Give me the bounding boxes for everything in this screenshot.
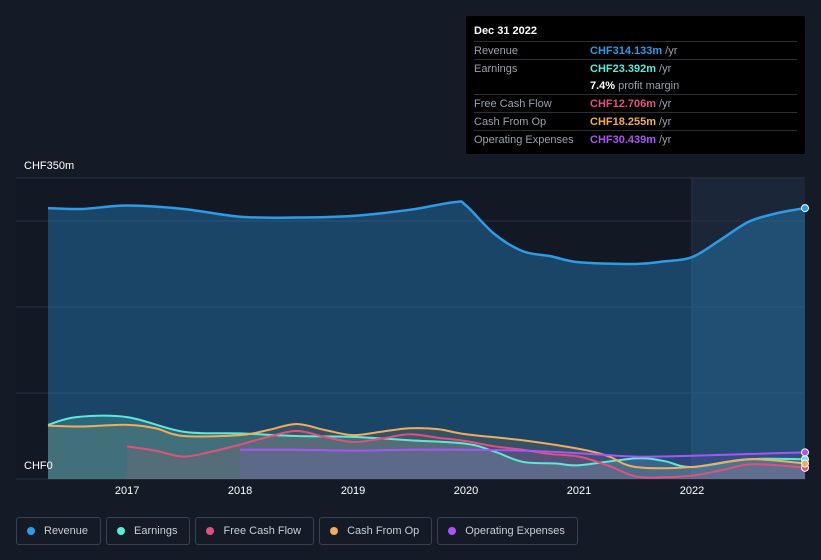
legend-dot-icon — [330, 527, 339, 535]
legend-label: Operating Expenses — [465, 525, 565, 537]
tooltip-unit: /yr — [659, 62, 672, 75]
legend-item-cash-from-op[interactable]: Cash From Op — [319, 517, 433, 545]
revenue-line — [47, 200, 806, 266]
earnings-line — [47, 414, 806, 468]
operating-expenses-end-point — [801, 448, 809, 457]
legend-item-operating-expenses[interactable]: Operating Expenses — [437, 517, 578, 545]
tooltip-label: Earnings — [474, 62, 518, 75]
revenue-area — [48, 201, 805, 480]
tooltip-row-free-cash-flow: Free Cash Flow CHF12.706m /yr — [474, 94, 797, 112]
y-axis-bottom-label: CHF0 — [24, 460, 53, 472]
legend-item-free-cash-flow[interactable]: Free Cash Flow — [195, 517, 315, 545]
tooltip-unit: /yr — [665, 44, 678, 57]
tooltip-value: CHF314.133m — [590, 44, 663, 57]
x-tick-label: 2017 — [115, 485, 139, 497]
tooltip-label: Free Cash Flow — [474, 97, 552, 110]
hover-tooltip: Dec 31 2022 Revenue CHF314.133m /yr Earn… — [466, 16, 805, 154]
tooltip-row-earnings: Earnings CHF23.392m /yr — [474, 59, 797, 77]
x-tick-label: 2021 — [567, 485, 591, 497]
operating-expenses-line — [240, 448, 806, 458]
tooltip-row-revenue: Revenue CHF314.133m /yr — [474, 41, 797, 59]
x-tick-label: 2022 — [680, 485, 704, 497]
tooltip-unit: /yr — [659, 115, 672, 128]
tooltip-row-cash-from-op: Cash From Op CHF18.255m /yr — [474, 112, 797, 130]
tooltip-label: Operating Expenses — [474, 133, 574, 146]
free-cash-flow-line — [126, 429, 806, 479]
tooltip-unit: /yr — [659, 97, 672, 110]
tooltip-value: CHF23.392m — [590, 62, 657, 75]
tooltip-value: CHF18.255m — [590, 115, 657, 128]
legend-dot-icon — [448, 527, 457, 535]
legend-label: Cash From Op — [347, 525, 420, 537]
highlight-region — [692, 178, 805, 479]
free-cash-flow-area — [127, 430, 806, 479]
cash-from-op-line — [47, 422, 806, 470]
chart-legend: Revenue Earnings Free Cash Flow Cash Fro… — [16, 517, 578, 545]
legend-dot-icon — [206, 527, 215, 535]
legend-label: Revenue — [44, 525, 89, 537]
cash-from-op-end-point — [801, 459, 809, 468]
tooltip-unit: profit margin — [618, 79, 680, 92]
legend-dot-icon — [27, 527, 35, 535]
tooltip-unit: /yr — [659, 133, 672, 146]
tooltip-value: CHF30.439m — [590, 133, 657, 146]
tooltip-date: Dec 31 2022 — [474, 25, 537, 37]
y-axis-top-label: CHF350m — [24, 160, 75, 172]
legend-item-earnings[interactable]: Earnings — [106, 517, 191, 545]
tooltip-value: 7.4% — [590, 79, 616, 92]
legend-item-revenue[interactable]: Revenue — [16, 517, 102, 545]
legend-dot-icon — [117, 527, 126, 535]
tooltip-row-profit-margin: 7.4% profit margin — [474, 77, 797, 94]
x-tick-label: 2018 — [228, 485, 252, 497]
x-tick-label: 2020 — [454, 485, 478, 497]
tooltip-value: CHF12.706m — [590, 97, 657, 110]
legend-label: Earnings — [134, 525, 178, 537]
cash-from-op-area — [48, 423, 805, 479]
x-tick-label: 2019 — [341, 485, 365, 497]
legend-label: Free Cash Flow — [223, 525, 302, 537]
tooltip-row-operating-expenses: Operating Expenses CHF30.439m /yr — [474, 130, 797, 148]
tooltip-label: Revenue — [474, 44, 519, 57]
tooltip-label: Cash From Op — [474, 115, 547, 128]
revenue-end-point — [801, 204, 809, 213]
earnings-area — [48, 415, 805, 479]
